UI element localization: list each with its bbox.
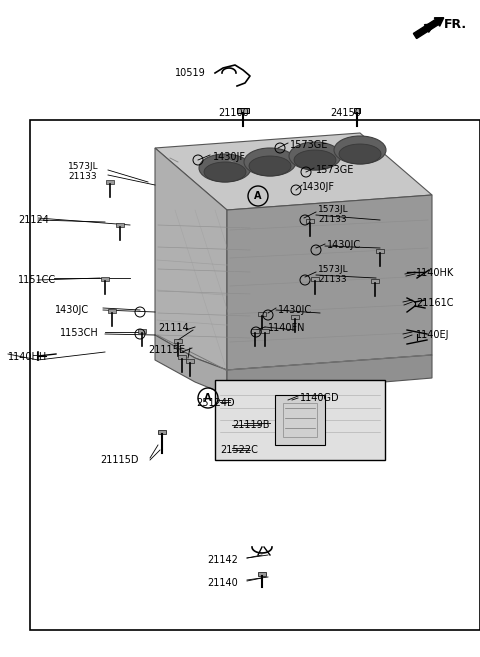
Bar [215,380,385,460]
Text: 1573GE: 1573GE [290,140,328,150]
Bar [237,108,249,113]
Bar [186,359,194,363]
Bar [30,120,480,630]
Bar [258,572,266,576]
Ellipse shape [294,150,336,170]
Text: 21115D: 21115D [100,455,139,465]
Text: A: A [204,393,212,403]
Text: 1573JL
21133: 1573JL 21133 [318,205,348,225]
Text: 21522C: 21522C [220,445,258,455]
Text: 1573JL
21133: 1573JL 21133 [318,265,348,284]
Text: 1140FN: 1140FN [268,323,305,333]
Ellipse shape [334,136,386,164]
Bar [101,277,109,281]
Bar [251,329,259,333]
Bar [258,312,266,316]
Text: 1573JL
21133: 1573JL 21133 [68,162,98,181]
Text: 1430JC: 1430JC [327,240,361,250]
Text: 1430JC: 1430JC [278,305,312,315]
Text: 10519: 10519 [175,68,206,78]
Text: 1140HH: 1140HH [8,352,47,362]
Text: 25124D: 25124D [196,398,235,408]
Ellipse shape [244,148,296,176]
Ellipse shape [289,142,341,170]
Text: 21124: 21124 [18,215,49,225]
Bar [371,279,379,283]
Text: 1573GE: 1573GE [316,165,354,175]
Text: 21114: 21114 [158,323,189,333]
Ellipse shape [199,154,251,182]
Text: 1153CH: 1153CH [60,328,99,338]
Polygon shape [227,195,432,370]
Bar [116,223,124,227]
Bar [275,395,325,445]
Bar [306,219,314,223]
Text: 1430JF: 1430JF [302,182,335,192]
Bar [106,180,114,184]
Bar [178,355,186,359]
Text: 21119B: 21119B [232,420,269,430]
Bar [138,329,146,333]
Text: A: A [254,191,262,201]
Text: 21115E: 21115E [148,345,185,355]
Text: 1430JC: 1430JC [55,305,89,315]
Text: 24150: 24150 [330,108,361,118]
Polygon shape [155,335,227,395]
Bar [311,277,319,281]
Bar [174,339,182,343]
Bar [354,108,360,113]
Text: 1140HK: 1140HK [416,268,454,278]
Text: FR.: FR. [444,18,467,31]
Bar [283,403,317,437]
Bar [158,430,166,434]
Ellipse shape [249,156,291,176]
Text: 1140EJ: 1140EJ [416,330,449,340]
Text: 1430JF: 1430JF [213,152,246,162]
FancyArrow shape [413,18,444,39]
Bar [376,249,384,253]
Text: 21140: 21140 [207,578,238,588]
Text: 21142: 21142 [207,555,238,565]
Polygon shape [155,148,227,370]
Ellipse shape [339,144,381,164]
Bar [261,329,269,333]
Polygon shape [155,133,432,210]
Polygon shape [227,355,432,395]
Bar [291,315,299,319]
Text: 21161C: 21161C [416,298,454,308]
Bar [108,309,116,313]
Text: 21100: 21100 [218,108,249,118]
Ellipse shape [204,162,246,182]
Text: 1151CC: 1151CC [18,275,56,285]
Text: 1140GD: 1140GD [300,393,340,403]
